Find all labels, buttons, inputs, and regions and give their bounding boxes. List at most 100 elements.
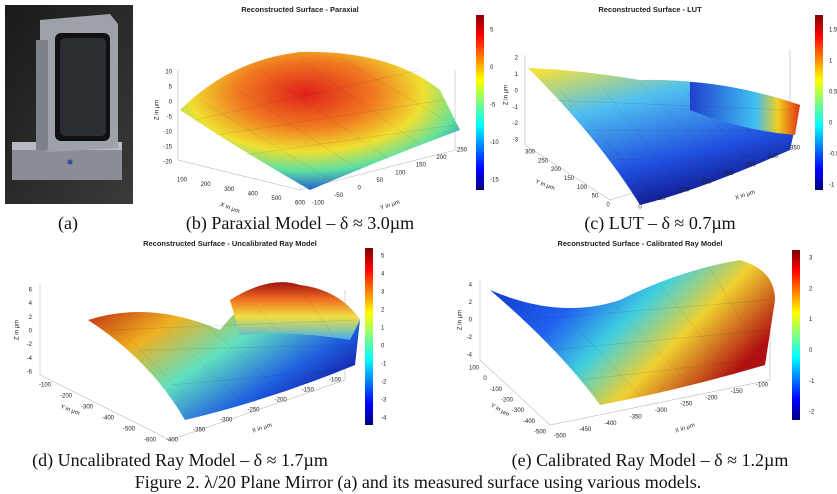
y-tick-label: -50 xyxy=(334,193,343,199)
y-tick-label: 0 xyxy=(357,185,361,191)
z-tick-label: -1 xyxy=(513,105,519,111)
colorbar-tick-label: -0.5 xyxy=(829,152,837,158)
y-axis-label: Y in µm xyxy=(534,179,555,192)
plot-title: Reconstructed Surface - Paraxial xyxy=(241,5,359,14)
colorbar-tick-label: -4 xyxy=(381,416,387,422)
colorbar-tick-label: 3 xyxy=(381,290,385,296)
colorbar-tick-label: -15 xyxy=(490,178,499,184)
x-axis-label: X in µm xyxy=(735,190,756,202)
y-tick-label: -200 xyxy=(60,394,73,400)
colorbar-tick-label: -1 xyxy=(809,379,815,385)
plot-title: Reconstructed Surface - Calibrated Ray M… xyxy=(557,239,722,248)
colorbar-tick-label: 1 xyxy=(809,317,813,323)
x-tick-label: -350 xyxy=(193,428,206,434)
x-tick-label: -200 xyxy=(275,398,288,404)
z-tick-label: -3 xyxy=(513,138,519,144)
y-tick-label: -400 xyxy=(102,416,115,422)
y-tick-label: 300 xyxy=(525,150,536,156)
y-axis-label: Y in µm xyxy=(489,403,510,418)
panel-caption: (b) Paraxial Model – δ ≈ 3.0µm xyxy=(186,213,414,234)
y-tick-label: 50 xyxy=(592,194,599,200)
x-tick-label: 350 xyxy=(790,146,801,152)
z-tick-label: 4 xyxy=(29,301,33,307)
x-tick-label: -150 xyxy=(731,389,744,395)
x-tick-label: -250 xyxy=(680,402,693,408)
z-tick-label: -15 xyxy=(163,145,172,151)
x-tick-label: -300 xyxy=(220,418,233,424)
x-tick-label: -100 xyxy=(329,378,342,384)
z-tick-label: 0 xyxy=(29,329,33,335)
y-tick-label: -600 xyxy=(144,438,157,444)
z-tick-label: -20 xyxy=(163,160,172,166)
panel-caption: (a) xyxy=(58,213,78,234)
y-tick-label: -400 xyxy=(523,419,536,425)
x-tick-label: -350 xyxy=(630,414,643,420)
y-tick-label: 100 xyxy=(577,185,588,191)
z-tick-label: 2 xyxy=(469,300,473,306)
z-tick-label: 0 xyxy=(169,100,173,106)
colorbar-tick-label: 0 xyxy=(490,65,494,71)
z-tick-label: 2 xyxy=(515,56,519,62)
colorbar-tick-label: 2 xyxy=(809,286,813,292)
z-tick-label: -2 xyxy=(467,335,473,341)
z-axis-label: Z in µm xyxy=(458,310,464,330)
x-tick-label: 400 xyxy=(248,191,259,197)
x-tick-label: 150 xyxy=(701,179,712,185)
y-tick-label: -300 xyxy=(81,405,94,411)
y-tick-label: -500 xyxy=(534,430,547,436)
colorbar-tick-label: 3 xyxy=(809,256,813,262)
photo xyxy=(5,5,133,204)
z-axis-label: Z in µm xyxy=(504,85,510,105)
x-tick-label: 300 xyxy=(768,154,779,160)
colorbar-tick-label: -2 xyxy=(809,410,815,416)
y-tick-label: 0 xyxy=(606,203,610,209)
x-tick-label: 300 xyxy=(224,187,235,193)
colorbar-tick-label: 0 xyxy=(829,121,833,127)
y-tick-label: -300 xyxy=(512,408,525,414)
y-tick-label: 200 xyxy=(436,155,447,161)
x-tick-label: -450 xyxy=(579,427,592,433)
x-tick-label: 50 xyxy=(659,196,666,202)
x-axis-label: X in µm xyxy=(675,423,696,435)
y-axis-label: Y in µm xyxy=(380,200,401,212)
z-tick-label: -2 xyxy=(513,121,519,127)
x-tick-label: -400 xyxy=(166,438,179,444)
colorbar-tick-label: -10 xyxy=(490,140,499,146)
y-tick-label: 100 xyxy=(395,170,406,176)
y-tick-label: 250 xyxy=(457,148,468,154)
y-tick-label: -100 xyxy=(312,201,325,207)
colorbar-tick-label: 1 xyxy=(381,326,385,332)
z-tick-label: 4 xyxy=(469,283,473,289)
colorbar-tick-label: -5 xyxy=(490,103,496,109)
surface-plot xyxy=(177,15,484,191)
colorbar-tick-label: 2 xyxy=(381,308,385,314)
surface-plot xyxy=(39,248,373,441)
z-tick-label: 6 xyxy=(29,288,33,294)
x-tick-label: 500 xyxy=(271,196,282,202)
y-tick-label: -100 xyxy=(490,387,503,393)
panel-caption: (d) Uncalibrated Ray Model – δ ≈ 1.7µm xyxy=(32,450,328,471)
z-tick-label: -6 xyxy=(27,370,33,376)
colorbar-tick-label: -3 xyxy=(381,398,387,404)
x-tick-label: 600 xyxy=(295,201,306,207)
z-tick-label: 10 xyxy=(165,70,172,76)
x-tick-label: 250 xyxy=(746,162,757,168)
colorbar-tick-label: 0 xyxy=(809,348,813,354)
colorbar-tick-label: 5 xyxy=(490,28,494,34)
colorbar-tick-label: 0.5 xyxy=(829,90,837,96)
x-tick-label: -150 xyxy=(302,388,315,394)
z-tick-label: -4 xyxy=(467,353,473,359)
x-tick-label: -400 xyxy=(604,421,617,427)
y-tick-label: 200 xyxy=(551,167,562,173)
z-tick-label: -2 xyxy=(27,342,33,348)
x-tick-label: -100 xyxy=(756,383,769,389)
x-tick-label: 100 xyxy=(177,178,188,184)
plot-title: Reconstructed Surface - LUT xyxy=(598,5,702,14)
x-tick-label: -300 xyxy=(655,408,668,414)
panel-caption: (e) Calibrated Ray Model – δ ≈ 1.2µm xyxy=(512,450,789,471)
x-tick-label: 0 xyxy=(638,205,642,211)
surface-plot xyxy=(479,250,800,426)
z-tick-label: 2 xyxy=(29,315,33,321)
surface-plot xyxy=(524,15,823,205)
colorbar-tick-label: 4 xyxy=(381,272,385,278)
